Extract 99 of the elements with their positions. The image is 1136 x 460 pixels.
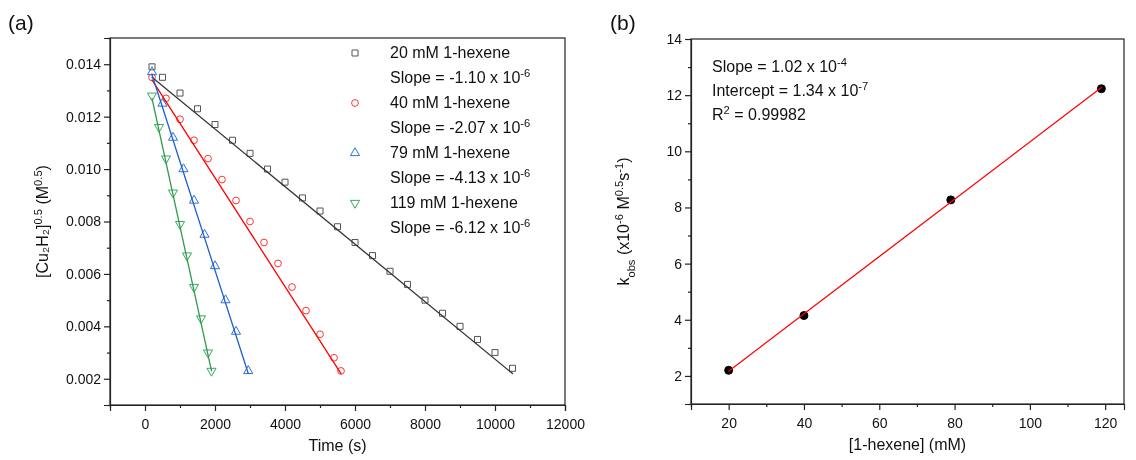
point — [302, 306, 310, 315]
x-tick-label: 2000 — [199, 416, 232, 433]
y-tick-label: 6 — [674, 255, 683, 272]
point — [176, 115, 184, 124]
y-tick-label: 0.012 — [65, 108, 102, 125]
point — [369, 252, 376, 260]
y-tick-label: 10 — [666, 143, 683, 160]
x-tick-label: 10000 — [476, 416, 516, 433]
point — [199, 228, 210, 238]
y-tick-label: 0.004 — [65, 318, 102, 335]
point — [195, 315, 207, 325]
point — [330, 353, 338, 362]
point — [188, 283, 200, 293]
y-tick-label: 12 — [666, 87, 683, 104]
point — [474, 335, 481, 343]
point — [509, 364, 516, 372]
y-tick-label: 0.002 — [65, 370, 102, 387]
point — [316, 330, 324, 339]
point — [146, 66, 158, 76]
annotation: Intercept = 1.34 x 10$^{-7}$ — [712, 80, 869, 99]
y-tick-label: 2 — [674, 367, 683, 384]
point — [178, 163, 189, 173]
point — [202, 349, 214, 359]
point — [146, 92, 158, 102]
point — [206, 367, 217, 377]
y-tick-label: 0.006 — [65, 265, 102, 282]
point — [230, 325, 242, 335]
annotation: R$^{2}$ = 0.99982 — [712, 104, 806, 123]
point — [456, 322, 464, 330]
legend-label: 20 mM 1-hexene — [390, 44, 511, 61]
point — [439, 309, 446, 317]
x-tick-label: 0 — [141, 416, 150, 433]
legend-label: 40 mM 1-hexene — [390, 94, 511, 111]
point — [159, 73, 166, 81]
annotation: Slope = 1.02 x 10$^{-4}$ — [712, 56, 847, 75]
annotation: Slope = -2.07 x 10$^{-6}$ — [390, 117, 531, 136]
point — [153, 124, 165, 133]
chart-title: (b) — [610, 11, 636, 34]
point — [190, 136, 198, 145]
point — [148, 73, 156, 82]
point — [264, 165, 271, 173]
point — [274, 259, 282, 268]
x-tick-label: 40 — [796, 415, 813, 432]
x-tick-label: 12000 — [546, 416, 586, 433]
point — [176, 89, 184, 97]
point — [334, 223, 341, 231]
point — [288, 283, 296, 291]
x-tick-label: 6000 — [339, 416, 372, 433]
x-tick-label: 80 — [947, 415, 964, 432]
x-axis-title: [1-hexene] (mM) — [848, 436, 967, 453]
point — [491, 349, 499, 357]
point — [316, 207, 324, 215]
x-tick-label: 8000 — [409, 416, 442, 433]
point — [174, 220, 186, 230]
point — [246, 149, 254, 157]
y-tick-label: 4 — [674, 311, 683, 328]
point — [337, 367, 345, 375]
legend-label: 119 mM 1-hexene — [390, 194, 518, 211]
point — [220, 294, 231, 304]
point — [167, 189, 179, 199]
point — [299, 194, 306, 202]
annotation: Slope = -1.10 x 10$^{-6}$ — [390, 67, 531, 86]
x-tick-label: 120 — [1093, 415, 1118, 432]
x-tick-label: 100 — [1018, 415, 1043, 432]
x-tick-label: 60 — [871, 415, 888, 432]
point — [351, 238, 359, 246]
y-tick-label: 14 — [666, 30, 683, 47]
x-tick-label: 20 — [721, 415, 738, 432]
x-axis-title: Time (s) — [308, 437, 367, 454]
point — [162, 94, 170, 103]
point — [209, 260, 221, 270]
y-tick-label: 8 — [674, 199, 683, 216]
point — [243, 365, 254, 375]
y-tick-label: 0.008 — [65, 213, 102, 230]
point — [421, 296, 429, 304]
chart-title: (a) — [8, 11, 34, 34]
point — [160, 155, 172, 165]
point — [157, 97, 168, 107]
point — [148, 63, 156, 71]
point — [404, 280, 411, 288]
y-tick-label: 0.014 — [65, 56, 102, 73]
point — [218, 175, 226, 184]
point — [211, 121, 219, 129]
point — [204, 154, 212, 163]
y-tick-label: 0.010 — [65, 161, 102, 178]
x-tick-label: 4000 — [269, 416, 302, 433]
point — [246, 217, 254, 226]
point — [188, 194, 200, 204]
point — [386, 267, 394, 275]
point — [194, 105, 201, 113]
point — [281, 178, 289, 186]
point — [229, 136, 236, 144]
annotation: Slope = -6.12 x 10$^{-6}$ — [390, 217, 531, 236]
point — [232, 196, 240, 205]
point — [181, 252, 193, 262]
legend-label: 79 mM 1-hexene — [390, 144, 511, 161]
annotation: Slope = -4.13 x 10$^{-6}$ — [390, 167, 531, 186]
point — [260, 238, 268, 247]
point — [167, 131, 179, 141]
